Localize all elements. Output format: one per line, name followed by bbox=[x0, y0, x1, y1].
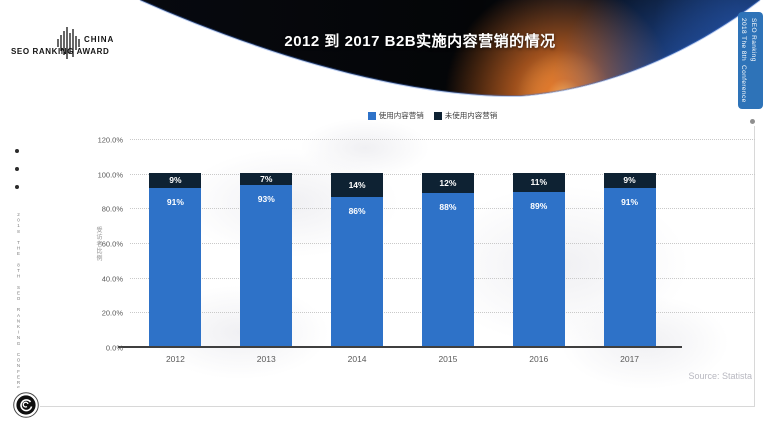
x-tick-2013: 2013 bbox=[256, 354, 276, 364]
segment-using-2012: 91% bbox=[149, 188, 202, 346]
segment-using-2013: 93% bbox=[240, 184, 293, 346]
y-tick-label: 40.0% bbox=[101, 274, 123, 284]
x-tick-2017: 2017 bbox=[620, 354, 640, 364]
y-tick-label: 60.0% bbox=[101, 239, 123, 249]
bar-value-label: 89% bbox=[530, 200, 548, 211]
rail-bullet-2 bbox=[15, 167, 19, 171]
conference-vertical-text: 2018 THE 8TH SEO RANKING CONFERENCE bbox=[16, 212, 21, 388]
bar-value-label: 9% bbox=[169, 175, 182, 186]
bar-value-label: 91% bbox=[621, 197, 639, 208]
y-tick-label: 80.0% bbox=[101, 204, 123, 214]
logo-text-china: CHINA bbox=[84, 35, 115, 44]
rail-bullet-1 bbox=[15, 149, 19, 153]
bar-value-label: 12% bbox=[439, 178, 457, 189]
bar-value-label: 88% bbox=[439, 202, 457, 213]
y-tick-label: 20.0% bbox=[101, 308, 123, 318]
bar-2012: 9% 91% bbox=[149, 172, 202, 346]
bar-value-label: 86% bbox=[348, 205, 366, 216]
segment-using-2014: 86% bbox=[331, 196, 384, 346]
segment-not-using-2012: 9% bbox=[149, 172, 202, 189]
x-tick-2016: 2016 bbox=[529, 354, 549, 364]
legend-swatch bbox=[433, 111, 442, 120]
segment-using-2015: 88% bbox=[421, 193, 474, 346]
bar-value-label: 93% bbox=[257, 193, 275, 204]
x-tick-2015: 2015 bbox=[438, 354, 458, 364]
page-title: 2012 到 2017 B2B实施内容营销的情况 bbox=[284, 33, 556, 50]
conference-side-tab: 2018 The 8th SEO Ranking Conference bbox=[738, 12, 763, 109]
bar-value-label: 11% bbox=[530, 177, 548, 188]
segment-not-using-2013: 7% bbox=[240, 172, 293, 185]
bar-value-label: 91% bbox=[166, 197, 184, 208]
bar-2016: 11% 89% bbox=[512, 172, 565, 346]
equalizer-bars-icon bbox=[57, 27, 80, 59]
bar-value-label: 9% bbox=[623, 175, 636, 186]
stacked-bar-chart: 使用内容营销 未使用内容营销 受访者比例 0.0% 20.0% 40.0% 60.0% 8… bbox=[95, 111, 755, 364]
gridline-120 bbox=[130, 139, 755, 140]
rail-bullet-3 bbox=[15, 185, 19, 189]
map-watermark bbox=[300, 118, 430, 178]
legend-label: 未使用内容营销 bbox=[444, 111, 498, 120]
y-tick-label: 0.0% bbox=[105, 343, 123, 353]
right-frame-line bbox=[754, 126, 755, 407]
bar-2015: 12% 88% bbox=[421, 172, 474, 346]
segment-using-2017: 91% bbox=[603, 188, 656, 346]
decorative-dot bbox=[750, 119, 755, 124]
legend-label: 使用内容营销 bbox=[378, 111, 424, 120]
y-axis-title: 受访者比例 bbox=[95, 226, 101, 262]
logo-text-seo-ranking-award: SEO RANKING AWARD bbox=[11, 47, 110, 56]
x-tick-2014: 2014 bbox=[347, 354, 367, 364]
gridline-0 bbox=[118, 346, 682, 348]
segment-using-2016: 89% bbox=[512, 191, 565, 346]
spiral-stamp-icon bbox=[13, 392, 39, 418]
bar-2013: 7% 93% bbox=[240, 172, 293, 346]
source-credit: Source: Statista bbox=[688, 371, 752, 381]
side-tab-line2: Conference bbox=[740, 65, 747, 103]
legend-swatch bbox=[367, 111, 376, 120]
segment-not-using-2015: 12% bbox=[421, 172, 474, 194]
x-tick-2012: 2012 bbox=[165, 354, 185, 364]
y-tick-label: 120.0% bbox=[97, 135, 123, 145]
bar-2017: 9% 91% bbox=[603, 172, 656, 346]
side-tab-line1: 2018 The 8th SEO Ranking bbox=[740, 18, 757, 62]
legend-item: 未使用内容营销 bbox=[433, 110, 498, 121]
legend-item: 使用内容营销 bbox=[367, 110, 424, 121]
segment-not-using-2014: 14% bbox=[331, 172, 384, 197]
segment-not-using-2016: 11% bbox=[512, 172, 565, 192]
bar-value-label: 14% bbox=[348, 179, 366, 190]
chart-legend: 使用内容营销 未使用内容营销 bbox=[130, 110, 735, 121]
bar-value-label: 7% bbox=[260, 173, 273, 184]
bar-2014: 14% 86% bbox=[331, 172, 384, 346]
segment-not-using-2017: 9% bbox=[603, 172, 656, 189]
china-seo-ranking-award-logo: CHINA SEO RANKING AWARD bbox=[8, 26, 148, 72]
y-tick-label: 100.0% bbox=[97, 170, 123, 180]
bottom-frame-line bbox=[40, 406, 755, 407]
